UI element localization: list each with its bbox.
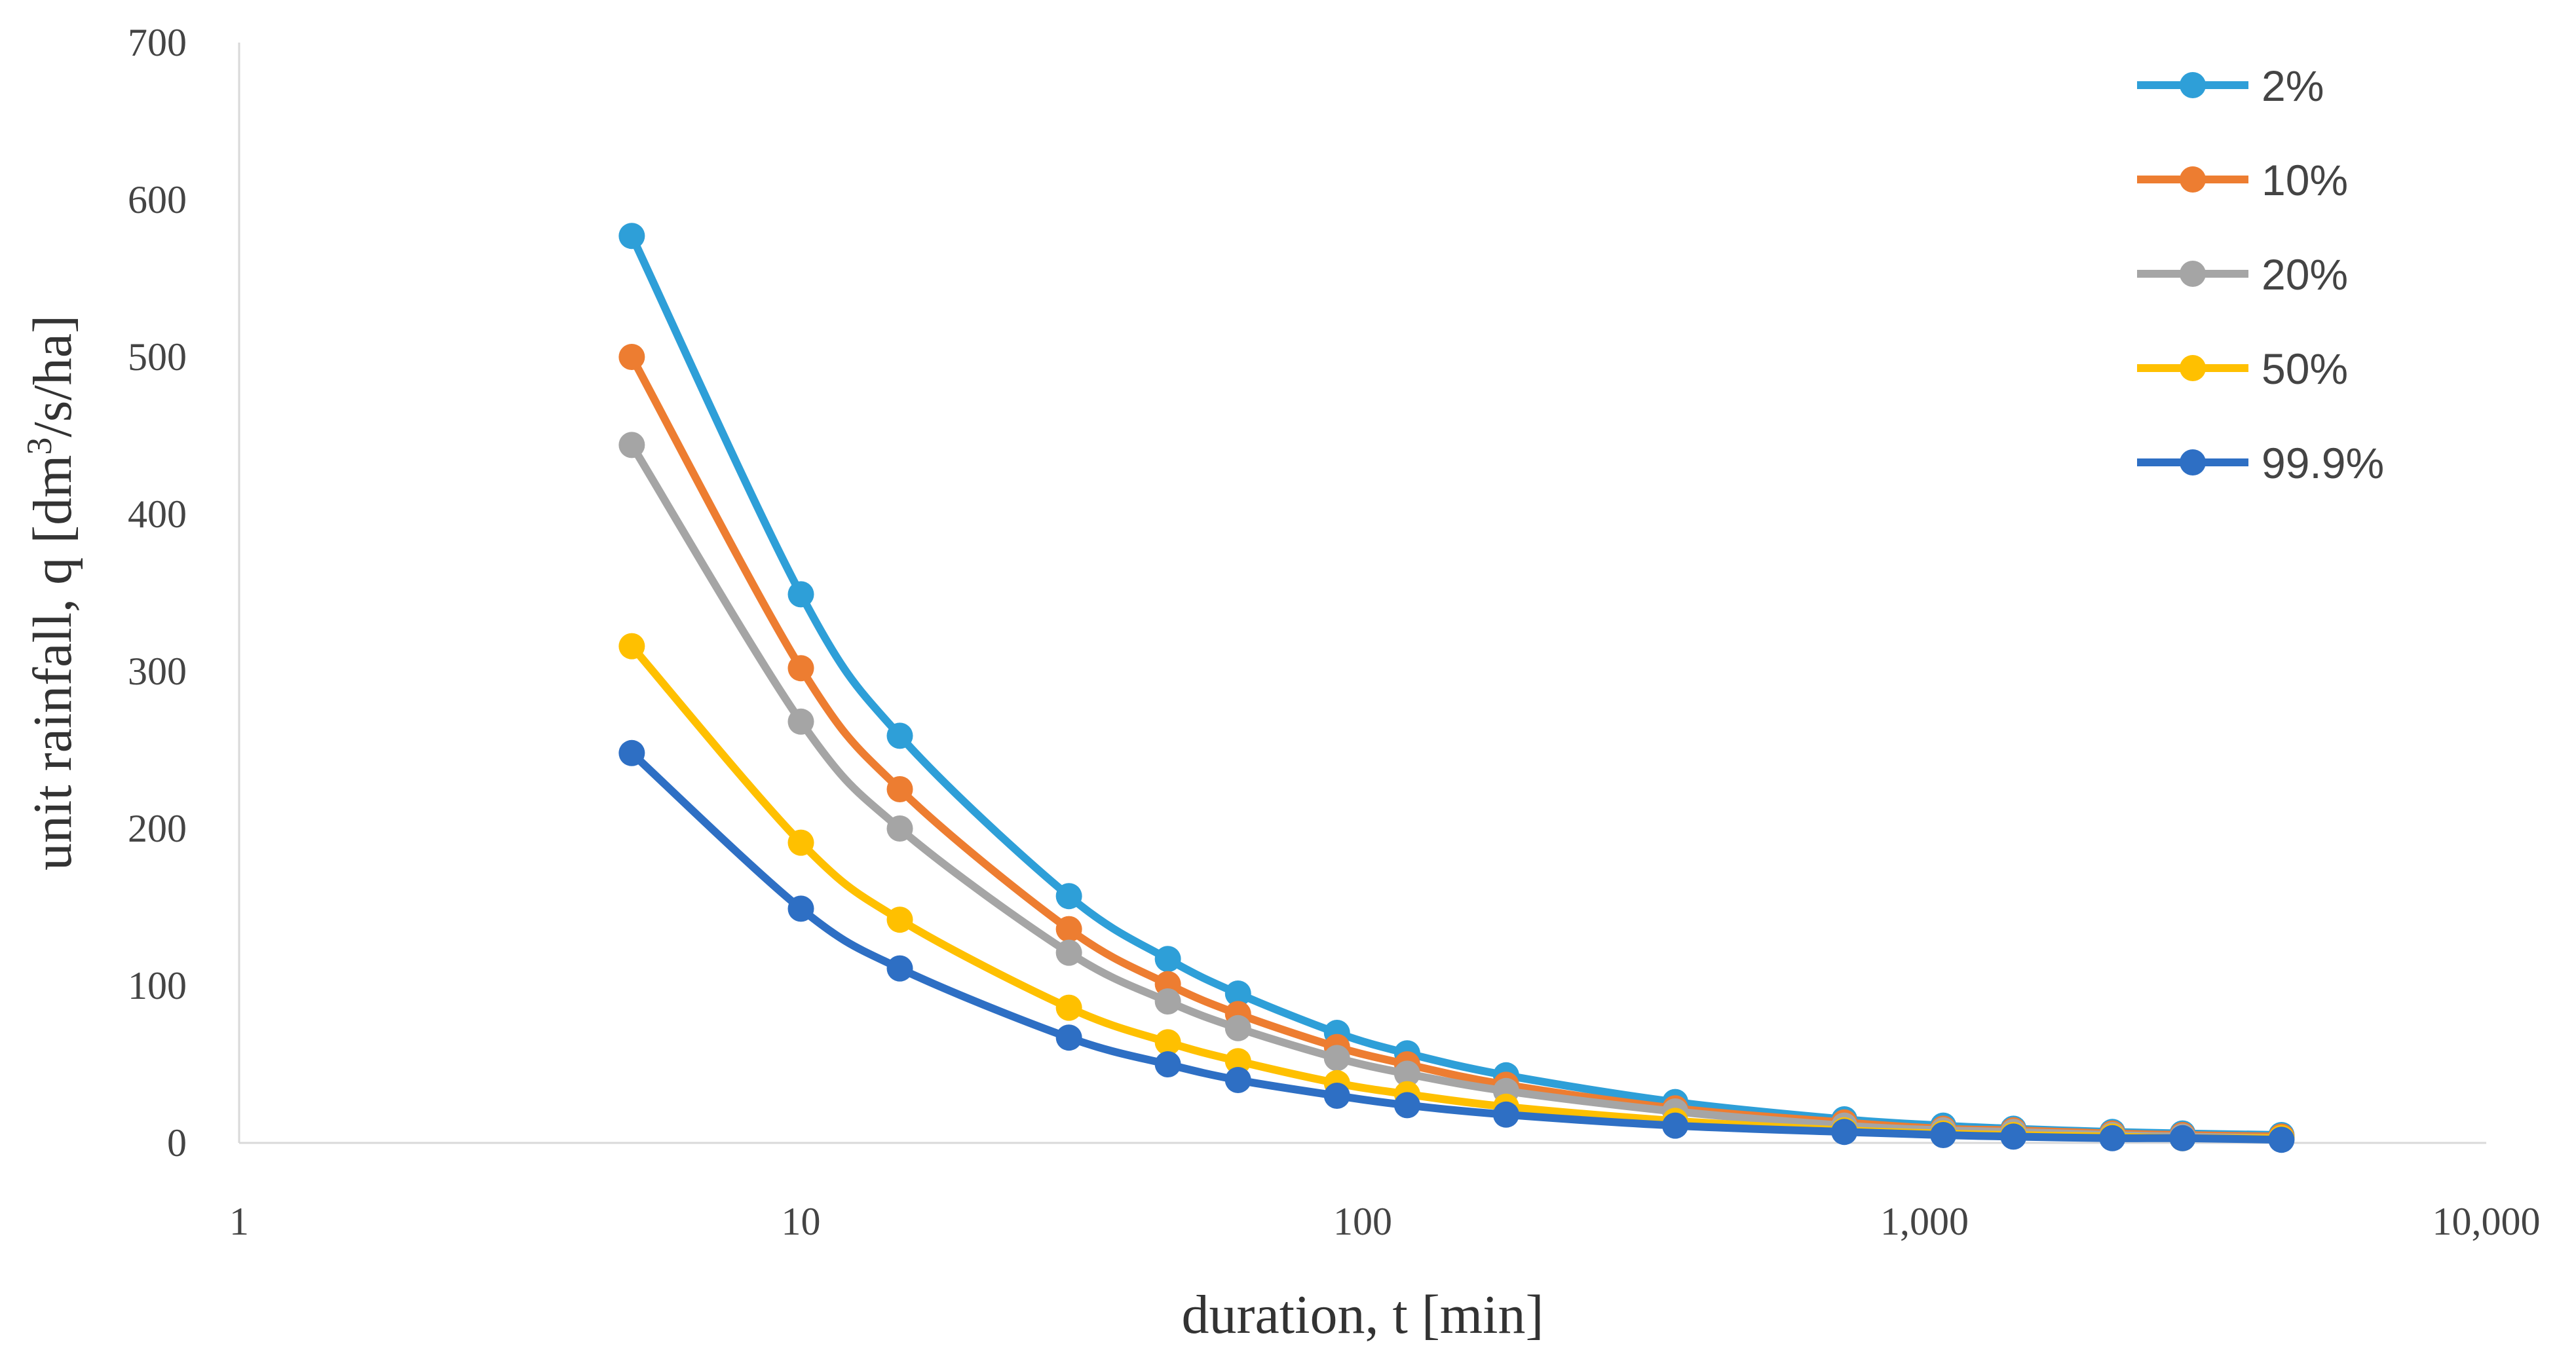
data-point: [2169, 1125, 2196, 1151]
legend: 2% 10% 20% 50% 99.9%: [2137, 62, 2384, 487]
data-point: [1055, 883, 1082, 910]
series-20%: [618, 432, 2295, 1151]
legend-swatch-marker: [2180, 355, 2206, 381]
series-2%: [618, 223, 2295, 1148]
data-point: [1055, 1024, 1082, 1051]
legend-item: 10%: [2137, 156, 2348, 204]
y-tick-label: 200: [128, 807, 187, 850]
data-point: [1154, 988, 1181, 1015]
data-point: [2268, 1127, 2295, 1153]
x-tick-labels: 1 10 100 1,000 10,000: [229, 1200, 2541, 1243]
data-point: [886, 722, 913, 749]
legend-swatch-marker: [2180, 449, 2206, 475]
data-point: [787, 581, 814, 608]
legend-item: 99.9%: [2137, 439, 2384, 487]
x-tick-label: 10: [782, 1200, 821, 1243]
data-point: [618, 432, 645, 458]
x-tick-label: 100: [1333, 1200, 1392, 1243]
y-tick-label: 700: [128, 21, 187, 64]
y-tick-label: 300: [128, 650, 187, 693]
series-line: [628, 232, 2286, 1139]
x-tick-label: 1: [229, 1200, 249, 1243]
legend-label: 20%: [2262, 250, 2348, 299]
data-point: [1154, 946, 1181, 973]
data-point: [1930, 1122, 1957, 1148]
data-point: [1323, 1083, 1350, 1109]
series-line: [628, 353, 2286, 1141]
data-point: [1055, 916, 1082, 942]
legend-label: 50%: [2262, 345, 2348, 393]
data-point: [618, 739, 645, 766]
data-point: [618, 633, 645, 660]
legend-label: 2%: [2262, 62, 2324, 110]
axes: [238, 43, 2486, 1144]
data-point: [618, 344, 645, 370]
y-axis-title-suffix: /s/ha]: [22, 315, 83, 438]
data-point: [2099, 1125, 2126, 1151]
y-tick-labels: 0 100 200 300 400 500 600 700: [128, 21, 187, 1165]
data-point: [886, 955, 913, 982]
y-tick-label: 600: [128, 178, 187, 221]
data-point: [787, 708, 814, 735]
data-point: [1662, 1112, 1689, 1139]
y-tick-label: 0: [167, 1121, 187, 1165]
legend-label: 99.9%: [2262, 439, 2384, 487]
data-point: [1154, 1029, 1181, 1056]
legend-label: 10%: [2262, 156, 2348, 204]
data-point: [2000, 1123, 2027, 1150]
data-point: [886, 815, 913, 842]
legend-swatch-marker: [2180, 166, 2206, 193]
y-tick-label: 500: [128, 335, 187, 379]
legend-swatch-marker: [2180, 261, 2206, 287]
y-tick-label: 400: [128, 493, 187, 536]
series-line: [628, 441, 2286, 1142]
data-point: [1055, 994, 1082, 1021]
data-point: [787, 829, 814, 856]
data-point: [1224, 1067, 1251, 1093]
x-tick-label: 1,000: [1880, 1200, 1969, 1243]
data-point: [1393, 1092, 1420, 1119]
series-layer: [618, 223, 2295, 1153]
legend-item: 50%: [2137, 345, 2348, 393]
y-axis-title: unit rainfall, q [dm3/s/ha]: [20, 315, 83, 870]
data-point: [1831, 1119, 1858, 1146]
legend-item: 20%: [2137, 250, 2348, 299]
data-point: [1224, 1015, 1251, 1041]
data-point: [886, 776, 913, 802]
legend-item: 2%: [2137, 62, 2324, 110]
y-tick-label: 100: [128, 964, 187, 1007]
data-point: [618, 223, 645, 250]
x-tick-label: 10,000: [2433, 1200, 2541, 1243]
data-point: [886, 906, 913, 933]
series-99.9%: [618, 739, 2295, 1153]
y-axis-title-superscript: 3: [20, 438, 59, 455]
data-point: [1224, 1048, 1251, 1075]
legend-swatch-marker: [2180, 72, 2206, 98]
data-point: [787, 655, 814, 682]
data-point: [1055, 939, 1082, 966]
data-point: [1224, 980, 1251, 1007]
data-point: [1323, 1045, 1350, 1072]
series-10%: [618, 344, 2295, 1150]
data-point: [787, 895, 814, 922]
y-axis-title-prefix: unit rainfall, q [dm: [22, 455, 83, 871]
x-axis-title: duration, t [min]: [1182, 1284, 1544, 1345]
data-point: [1154, 1051, 1181, 1077]
data-point: [1393, 1060, 1420, 1087]
data-point: [1492, 1101, 1519, 1128]
